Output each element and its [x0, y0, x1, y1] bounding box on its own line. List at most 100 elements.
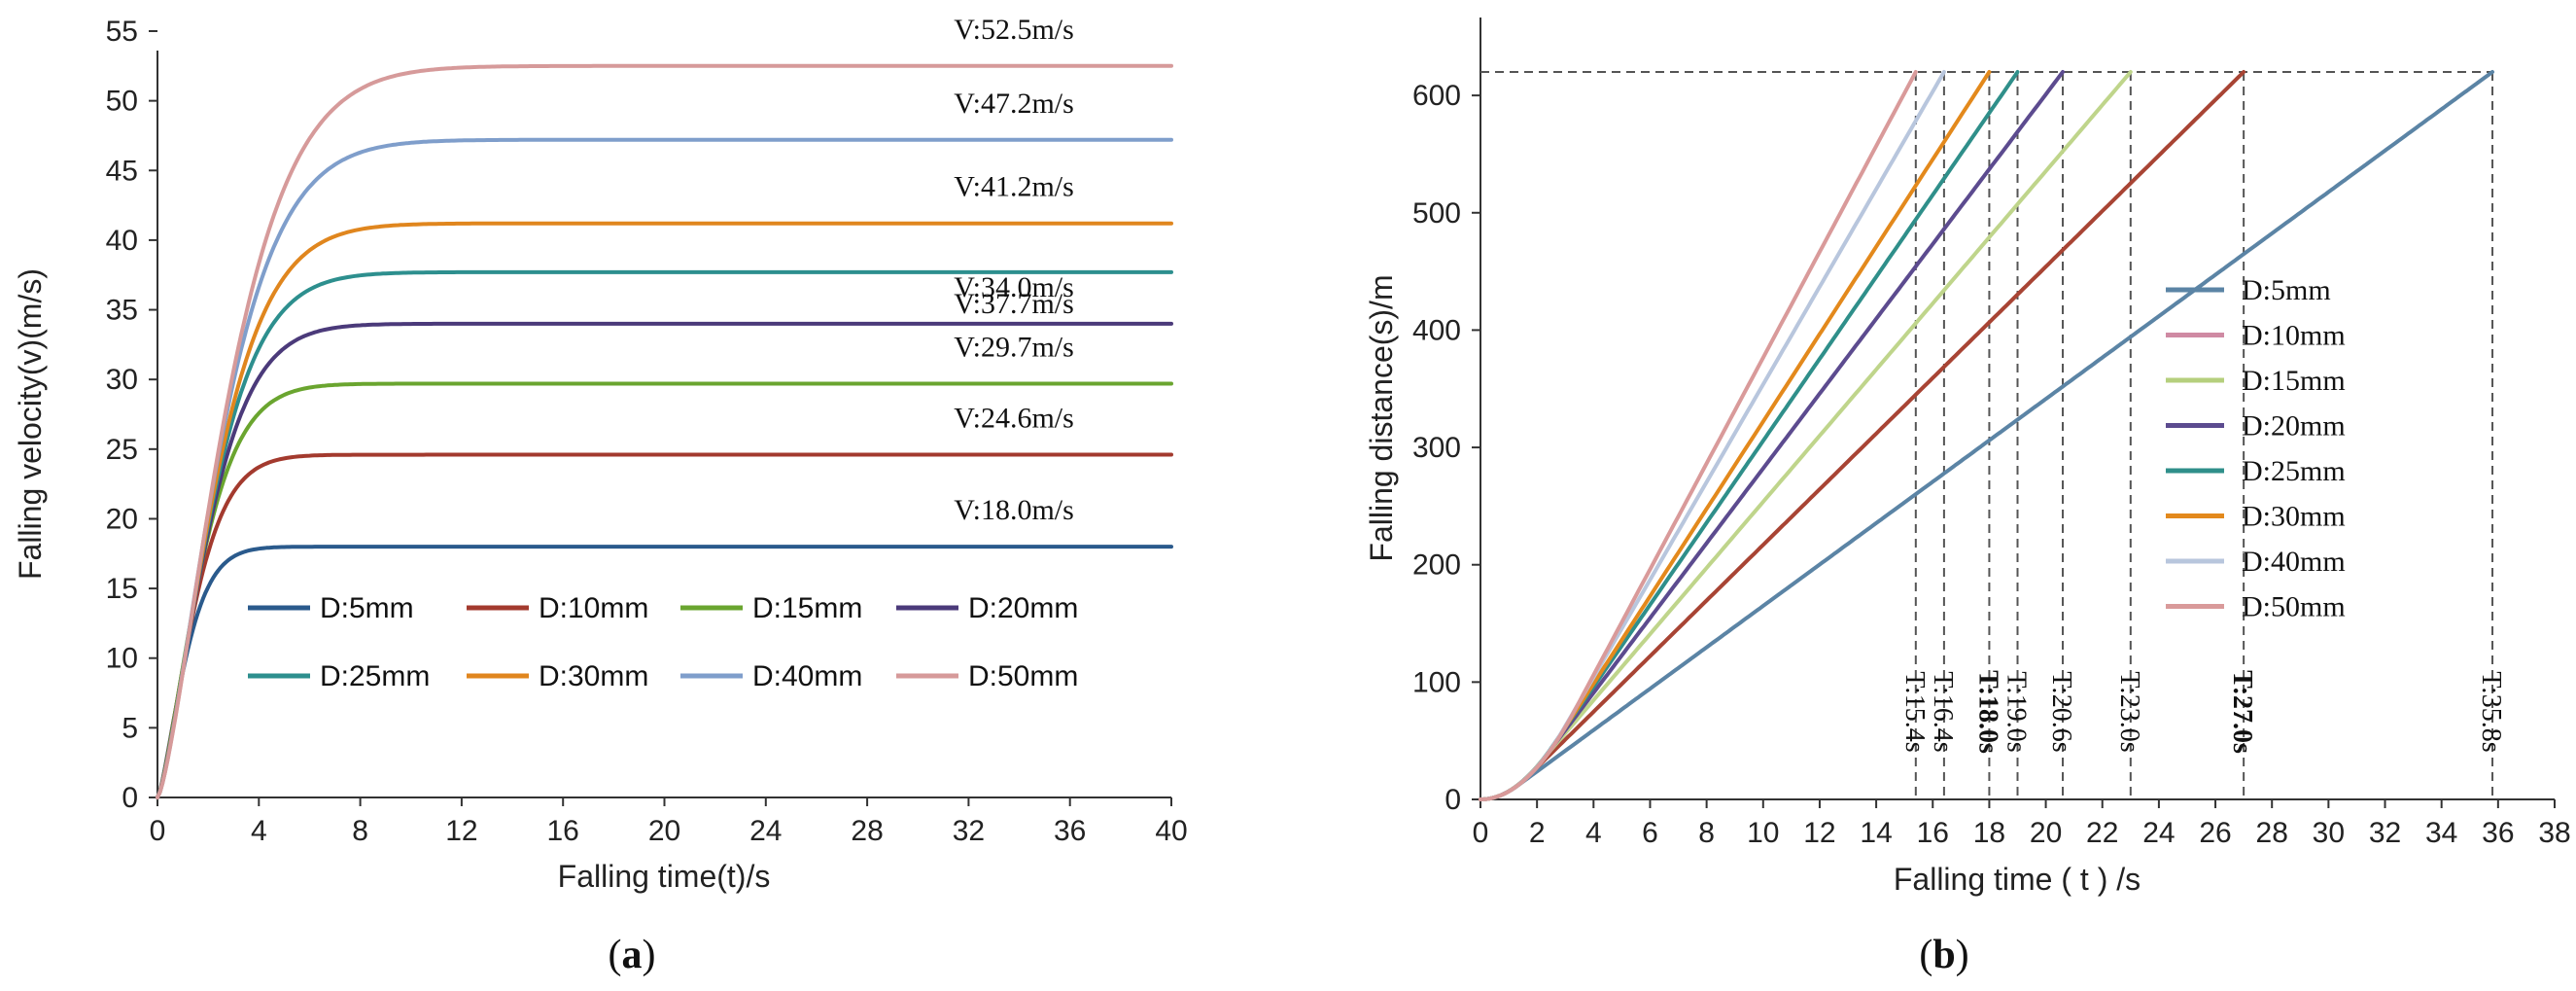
distance-series-d-15mm [1479, 70, 2133, 801]
velocity-y-tick-label: 10 [106, 643, 138, 675]
distance-x-tick-label: 24 [2142, 817, 2175, 849]
distance-x-axis-title: Falling time ( t ) /s [1894, 862, 2141, 897]
velocity-label-v-34-0m-s: V:34.0m/s [954, 271, 1074, 303]
distance-y-tick-label: 0 [1445, 784, 1461, 816]
velocity-x-tick-label: 24 [749, 815, 782, 847]
velocity-y-tick-label: 0 [122, 782, 138, 814]
distance-legend-item-d-20mm: D:20mm [2166, 410, 2346, 442]
arrival-time-label-1: T:16.4s [1928, 671, 1958, 752]
distance-y-tick-label: 200 [1412, 549, 1461, 582]
velocity-legend-item-d-40mm: D:40mm [680, 660, 862, 692]
velocity-y-tick-label: 5 [122, 712, 138, 744]
velocity-chart: 0 5 10 15 20 25 30 35 40 45 50 55 0 4 8 12 16 20 24 28 32 36… [13, 14, 1188, 977]
distance-x-tick-label: 38 [2538, 817, 2570, 849]
velocity-y-tick-label: 35 [106, 295, 138, 327]
velocity-y-tick-label: 15 [106, 573, 138, 605]
velocity-legend-label: D:20mm [968, 592, 1078, 624]
velocity-x-tick-label: 32 [953, 815, 985, 847]
velocity-y-tick-label: 55 [106, 16, 138, 48]
distance-legend-item-d-5mm: D:5mm [2166, 274, 2331, 306]
distance-x-tick-label: 26 [2199, 817, 2231, 849]
distance-legend-item-d-10mm: D:10mm [2166, 320, 2346, 352]
velocity-label-v-47-2m-s: V:47.2m/s [954, 88, 1074, 120]
arrival-time-label-2: T:18.0s [1972, 670, 2002, 754]
arrival-time-label-4: T:20.6s [2046, 671, 2076, 752]
velocity-y-axis-title: Falling velocity(v)(m/s) [13, 268, 48, 580]
distance-legend-item-d-15mm: D:15mm [2166, 365, 2346, 397]
velocity-legend-label: D:30mm [539, 660, 648, 692]
distance-x-tick-label: 30 [2313, 817, 2345, 849]
arrival-time-label-5: T:23.0s [2114, 671, 2144, 752]
distance-x-tick-label: 8 [1698, 817, 1715, 849]
distance-x-tick-label: 22 [2086, 817, 2118, 849]
distance-legend-label: D:15mm [2242, 365, 2346, 397]
velocity-label-v-52-5m-s: V:52.5m/s [954, 14, 1074, 46]
velocity-series-d-15mm [156, 381, 1173, 799]
distance-x-tick-label: 28 [2256, 817, 2288, 849]
distance-x-tick-label: 10 [1747, 817, 1779, 849]
velocity-series-d-50mm [156, 63, 1173, 799]
distance-x-tick-label: 32 [2369, 817, 2401, 849]
distance-series-d-5mm [1479, 70, 2494, 801]
velocity-legend-item-d-25mm: D:25mm [248, 660, 430, 692]
velocity-label-v-29-7m-s: V:29.7m/s [954, 331, 1074, 363]
velocity-x-tick-label: 20 [648, 815, 680, 847]
distance-legend-label: D:40mm [2242, 546, 2346, 578]
arrival-time-label-7: T:35.8s [2476, 671, 2506, 752]
velocity-x-tick-label: 36 [1054, 815, 1086, 847]
distance-x-tick-label: 6 [1642, 817, 1658, 849]
velocity-y-tick-label: 45 [106, 155, 138, 187]
distance-legend-label: D:25mm [2242, 455, 2346, 487]
distance-y-axis-title: Falling distance(s)/m [1364, 274, 1399, 561]
distance-legend-label: D:10mm [2242, 320, 2346, 352]
distance-x-tick-label: 34 [2425, 817, 2457, 849]
velocity-legend-item-d-10mm: D:10mm [467, 592, 648, 624]
velocity-legend-item-d-15mm: D:15mm [680, 592, 862, 624]
velocity-y-tick-label: 50 [106, 86, 138, 118]
velocity-legend-item-d-5mm: D:5mm [248, 592, 414, 624]
distance-x-tick-label: 4 [1585, 817, 1602, 849]
distance-series-d-10mm [1479, 70, 2246, 801]
velocity-y-tick-label: 20 [106, 503, 138, 535]
velocity-series-d-30mm [156, 221, 1173, 799]
distance-legend-label: D:30mm [2242, 501, 2346, 533]
velocity-x-tick-label: 12 [445, 815, 477, 847]
velocity-legend-label: D:50mm [968, 660, 1078, 692]
arrival-time-label-6: T:27.0s [2227, 670, 2257, 754]
distance-series-d-20mm [1479, 70, 2065, 801]
velocity-legend-label: D:15mm [752, 592, 862, 624]
distance-series-d-50mm [1479, 70, 1918, 801]
distance-x-tick-label: 14 [1860, 817, 1892, 849]
distance-y-tick-label: 600 [1412, 80, 1461, 112]
distance-x-tick-label: 12 [1803, 817, 1835, 849]
distance-legend-label: D:5mm [2242, 274, 2331, 306]
velocity-x-tick-label: 28 [851, 815, 883, 847]
velocity-series-d-20mm [156, 321, 1173, 799]
velocity-label-v-37-7m-s: V:37.7m/s [954, 288, 1074, 320]
velocity-legend-label: D:40mm [752, 660, 862, 692]
distance-x-tick-label: 20 [2030, 817, 2062, 849]
distance-y-tick-label: 100 [1412, 666, 1461, 698]
velocity-x-tick-label: 4 [251, 815, 267, 847]
velocity-legend-item-d-30mm: D:30mm [467, 660, 648, 692]
velocity-legend-label: D:10mm [539, 592, 648, 624]
velocity-series-d-40mm [156, 137, 1173, 799]
distance-y-tick-label: 400 [1412, 314, 1461, 346]
velocity-x-axis-title: Falling time(t)/s [558, 859, 771, 894]
distance-legend-label: D:20mm [2242, 410, 2346, 442]
distance-x-tick-label: 2 [1529, 817, 1546, 849]
distance-legend-item-d-50mm: D:50mm [2166, 591, 2346, 623]
arrival-time-label-0: T:15.4s [1899, 671, 1930, 752]
distance-x-tick-label: 36 [2482, 817, 2514, 849]
distance-legend-label: D:50mm [2242, 591, 2346, 623]
velocity-x-tick-label: 16 [547, 815, 579, 847]
distance-legend-item-d-40mm: D:40mm [2166, 546, 2346, 578]
velocity-y-tick-label: 30 [106, 364, 138, 396]
velocity-y-tick-label: 40 [106, 225, 138, 257]
velocity-x-tick-label: 0 [150, 815, 166, 847]
velocity-legend-item-d-20mm: D:20mm [896, 592, 1078, 624]
velocity-label-v-18-0m-s: V:18.0m/s [954, 494, 1074, 526]
velocity-label-v-41-2m-s: V:41.2m/s [954, 171, 1074, 203]
